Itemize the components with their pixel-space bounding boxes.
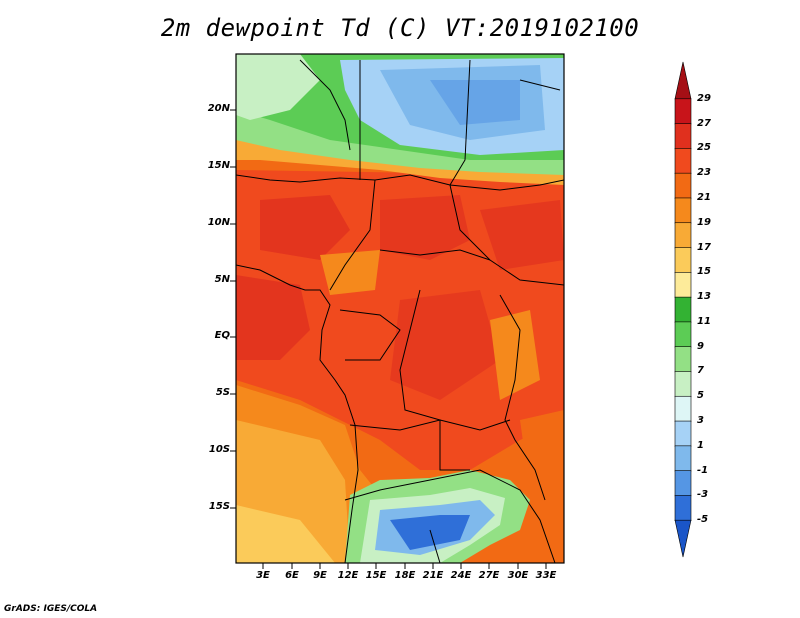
colorbar-segment (674, 420, 692, 447)
colorbar-label: 1 (697, 439, 704, 451)
colorbar-label: -5 (697, 514, 709, 526)
colorbar-segment (674, 247, 692, 274)
colorbar-label: 25 (697, 142, 711, 154)
lon-label-30e: 30E (507, 570, 529, 581)
colorbar-segment (674, 98, 692, 125)
colorbar-segment (674, 172, 692, 199)
lon-label-3e: 3E (256, 570, 270, 581)
colorbar-label: 27 (697, 117, 711, 129)
colorbar-label: 3 (697, 415, 704, 427)
lat-label-5s: 5S (215, 387, 230, 398)
colorbar-label: -3 (697, 489, 709, 501)
lon-label-33e: 33E (535, 570, 557, 581)
colorbar-segment (674, 371, 692, 398)
lon-label-15e: 15E (365, 570, 387, 581)
colorbar-label: 11 (697, 315, 711, 327)
lon-label-24e: 24E (450, 570, 472, 581)
colorbar-segment (674, 272, 692, 298)
colorbar (674, 61, 692, 558)
colorbar-label: 29 (697, 92, 711, 104)
lat-label-15n: 15N (207, 160, 230, 171)
lon-label-18e: 18E (394, 570, 416, 581)
colorbar-segment (674, 495, 692, 522)
colorbar-label: 7 (697, 365, 704, 377)
lat-label-10s: 10S (208, 444, 230, 455)
colorbar-segment (674, 197, 692, 224)
dewpoint-field (236, 54, 564, 563)
colorbar-label: -1 (697, 464, 709, 476)
lon-label-21e: 21E (422, 570, 444, 581)
colorbar-label: 23 (697, 167, 711, 179)
colorbar-segment (674, 61, 692, 100)
colorbar-label: 15 (697, 266, 711, 278)
colorbar-segment (674, 395, 692, 422)
colorbar-segment (674, 296, 692, 323)
lon-label-12e: 12E (337, 570, 359, 581)
colorbar-segment (674, 123, 692, 150)
lat-label-20n: 20N (207, 103, 230, 114)
colorbar-segment (674, 470, 692, 497)
colorbar-segment (674, 222, 692, 249)
colorbar-label: 19 (697, 216, 711, 228)
colorbar-label: 9 (697, 340, 704, 352)
colorbar-segment (674, 445, 692, 472)
colorbar-label: 5 (697, 390, 704, 402)
colorbar-segment (674, 321, 692, 348)
credit-text: GrADS: IGES/COLA (4, 604, 98, 614)
colorbar-label: 13 (697, 291, 711, 303)
map-frame (235, 53, 565, 564)
colorbar-segment (674, 519, 692, 558)
colorbar-label: 21 (697, 191, 711, 203)
lat-label-15s: 15S (208, 501, 230, 512)
colorbar-label: 17 (697, 241, 711, 253)
lat-label-5n: 5N (214, 274, 230, 285)
lon-ticks (262, 563, 547, 569)
lat-ticks (230, 109, 236, 509)
country-borders (236, 59, 564, 563)
lon-label-27e: 27E (478, 570, 500, 581)
lon-label-6e: 6E (285, 570, 299, 581)
colorbar-segment (674, 346, 692, 373)
lat-label-eq: EQ (214, 330, 230, 341)
lat-label-10n: 10N (207, 217, 230, 228)
colorbar-segment (674, 148, 692, 174)
map-title: 2m dewpoint Td (C) VT:2019102100 (160, 14, 640, 42)
lon-label-9e: 9E (313, 570, 327, 581)
